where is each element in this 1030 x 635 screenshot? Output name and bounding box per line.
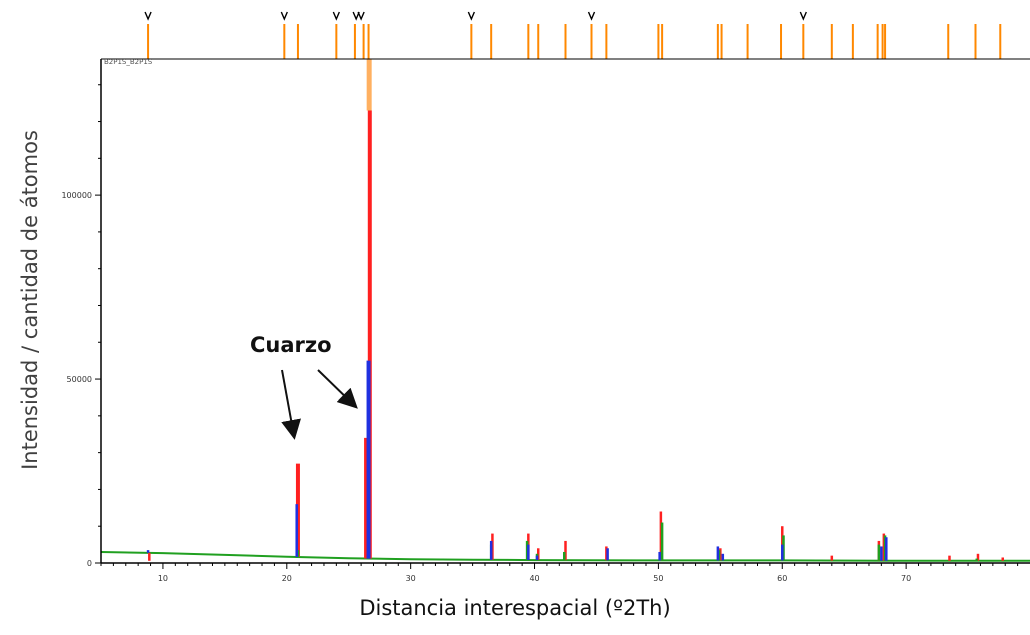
x-axis-label: Distancia interespacial (º2Th) <box>359 596 671 620</box>
annotation-arrow <box>317 369 358 409</box>
x-tick-label: 10 <box>158 574 168 583</box>
y-tick-label: 50000 <box>67 375 92 384</box>
x-tick-label: 50 <box>653 574 663 583</box>
x-tick-label: 20 <box>282 574 292 583</box>
y-tick-label: 100000 <box>61 191 92 200</box>
reference-check-mark <box>587 11 596 21</box>
reference-check-mark <box>332 11 340 21</box>
sample-label: B2P1S_B2P1S <box>104 58 153 66</box>
background-curve <box>100 551 1030 562</box>
reference-check-mark <box>352 11 360 21</box>
reference-check-mark <box>144 11 152 21</box>
annotation-cuarzo: Cuarzo <box>250 333 332 357</box>
y-tick-label: 0 <box>87 559 92 568</box>
reference-check-mark <box>357 11 365 21</box>
annotation-arrow <box>281 369 301 440</box>
y-axis-label-container: Intensidad / cantidad de átomos <box>6 90 54 510</box>
x-tick-label: 40 <box>529 574 539 583</box>
reference-check-mark <box>467 11 476 21</box>
reference-check-mark <box>799 11 807 21</box>
y-axis-label: Intensidad / cantidad de átomos <box>18 130 42 470</box>
x-tick-label: 70 <box>901 574 911 583</box>
x-tick-label: 60 <box>777 574 787 583</box>
reference-check-mark <box>280 11 288 21</box>
x-tick-label: 30 <box>406 574 416 583</box>
